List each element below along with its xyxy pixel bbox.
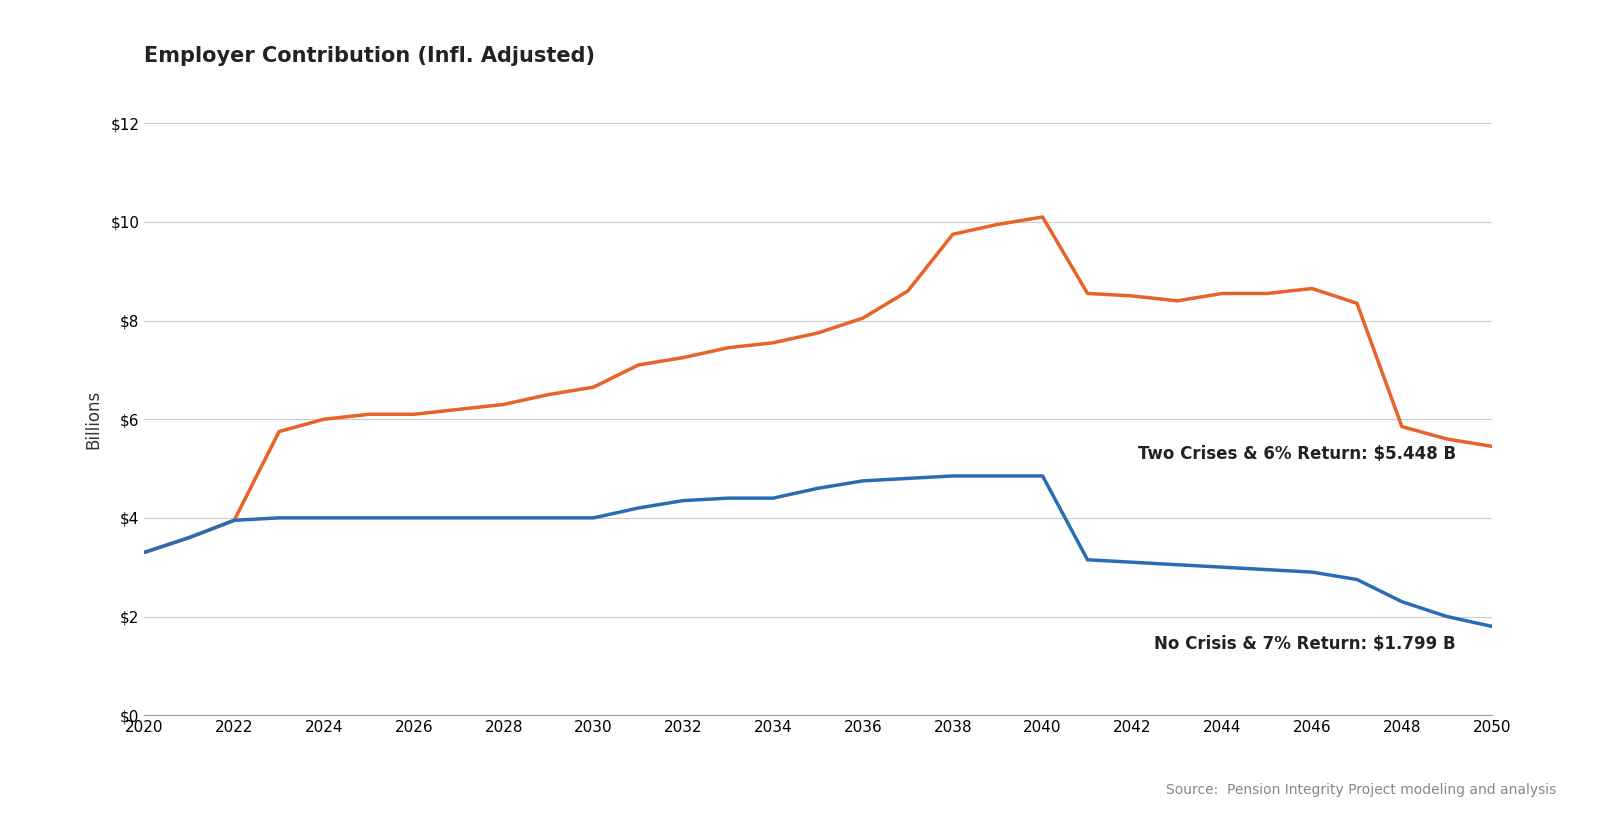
Text: No Crisis & 7% Return: $1.799 B: No Crisis & 7% Return: $1.799 B [1155,635,1456,653]
Text: Source:  Pension Integrity Project modeling and analysis: Source: Pension Integrity Project modeli… [1166,783,1556,797]
Text: Employer Contribution (Infl. Adjusted): Employer Contribution (Infl. Adjusted) [144,46,595,66]
Y-axis label: Billions: Billions [83,390,103,449]
Text: Two Crises & 6% Return: $5.448 B: Two Crises & 6% Return: $5.448 B [1137,445,1456,463]
